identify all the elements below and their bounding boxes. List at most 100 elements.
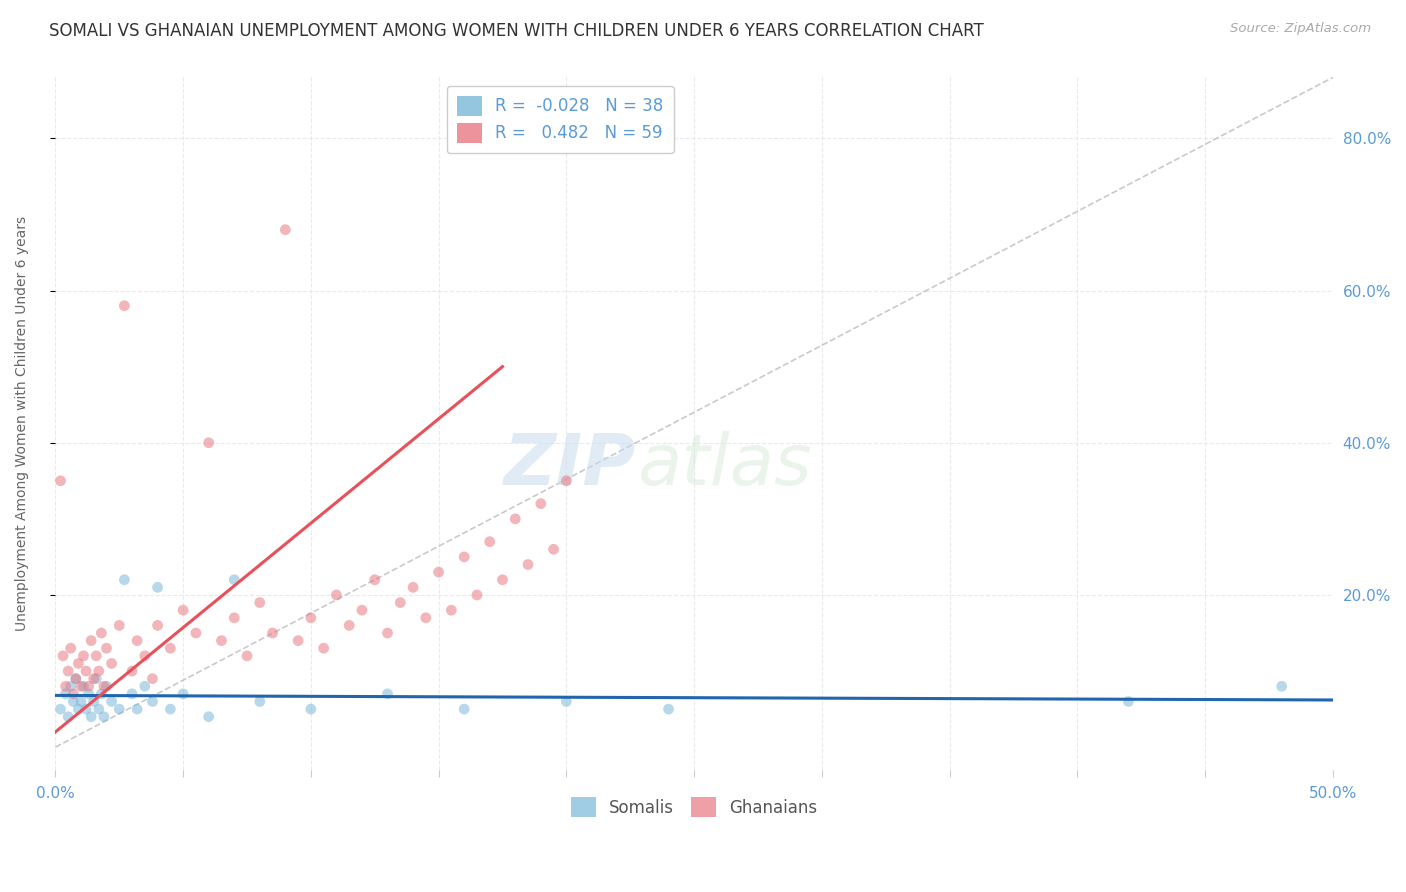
Point — [93, 710, 115, 724]
Point — [184, 626, 207, 640]
Point — [84, 672, 107, 686]
Point — [100, 694, 122, 708]
Point — [172, 603, 194, 617]
Point — [134, 648, 156, 663]
Point — [77, 687, 100, 701]
Point — [274, 222, 297, 236]
Point — [62, 694, 84, 708]
Point — [55, 679, 77, 693]
Point — [83, 672, 105, 686]
Point — [59, 641, 82, 656]
Point — [77, 679, 100, 693]
Point — [224, 611, 246, 625]
Point — [517, 558, 540, 572]
Text: SOMALI VS GHANAIAN UNEMPLOYMENT AMONG WOMEN WITH CHILDREN UNDER 6 YEARS CORRELAT: SOMALI VS GHANAIAN UNEMPLOYMENT AMONG WO… — [49, 22, 984, 40]
Point — [415, 611, 437, 625]
Point — [59, 679, 82, 693]
Point — [65, 672, 87, 686]
Point — [389, 596, 412, 610]
Point — [1271, 679, 1294, 693]
Point — [1118, 694, 1140, 708]
Point — [555, 474, 578, 488]
Point — [478, 534, 501, 549]
Point — [96, 679, 118, 693]
Point — [146, 618, 169, 632]
Point — [325, 588, 347, 602]
Point — [402, 580, 425, 594]
Point — [72, 648, 94, 663]
Point — [49, 702, 72, 716]
Text: 50.0%: 50.0% — [1309, 786, 1357, 801]
Point — [224, 573, 246, 587]
Text: Source: ZipAtlas.com: Source: ZipAtlas.com — [1230, 22, 1371, 36]
Point — [100, 657, 122, 671]
Point — [112, 573, 135, 587]
Text: atlas: atlas — [637, 431, 811, 500]
Point — [337, 618, 360, 632]
Point — [197, 435, 219, 450]
Text: 0.0%: 0.0% — [37, 786, 75, 801]
Point — [90, 687, 112, 701]
Point — [52, 648, 75, 663]
Point — [70, 694, 93, 708]
Point — [134, 679, 156, 693]
Point — [65, 672, 87, 686]
Point — [87, 664, 110, 678]
Point — [83, 694, 105, 708]
Point — [108, 618, 131, 632]
Point — [121, 664, 143, 678]
Point — [75, 664, 97, 678]
Point — [299, 702, 322, 716]
Point — [72, 679, 94, 693]
Point — [56, 664, 79, 678]
Point — [491, 573, 513, 587]
Point — [377, 626, 399, 640]
Point — [90, 626, 112, 640]
Point — [146, 580, 169, 594]
Point — [49, 474, 72, 488]
Point — [427, 565, 450, 579]
Point — [96, 641, 118, 656]
Point — [141, 672, 163, 686]
Legend: Somalis, Ghanaians: Somalis, Ghanaians — [564, 790, 824, 824]
Point — [350, 603, 373, 617]
Point — [465, 588, 488, 602]
Text: ZIP: ZIP — [505, 431, 637, 500]
Point — [249, 596, 271, 610]
Point — [364, 573, 387, 587]
Point — [56, 710, 79, 724]
Point — [377, 687, 399, 701]
Point — [67, 657, 90, 671]
Point — [141, 694, 163, 708]
Point — [55, 687, 77, 701]
Point — [87, 702, 110, 716]
Point — [84, 648, 107, 663]
Point — [262, 626, 284, 640]
Point — [530, 497, 553, 511]
Point — [127, 633, 149, 648]
Point — [172, 687, 194, 701]
Point — [236, 648, 259, 663]
Point — [108, 702, 131, 716]
Y-axis label: Unemployment Among Women with Children Under 6 years: Unemployment Among Women with Children U… — [15, 216, 30, 632]
Point — [287, 633, 309, 648]
Point — [440, 603, 463, 617]
Point — [312, 641, 335, 656]
Point — [453, 702, 475, 716]
Point — [70, 679, 93, 693]
Point — [62, 687, 84, 701]
Point — [299, 611, 322, 625]
Point — [67, 702, 90, 716]
Point — [197, 710, 219, 724]
Point — [112, 299, 135, 313]
Point — [93, 679, 115, 693]
Point — [159, 702, 181, 716]
Point — [211, 633, 233, 648]
Point — [503, 512, 526, 526]
Point — [127, 702, 149, 716]
Point — [80, 710, 103, 724]
Point — [555, 694, 578, 708]
Point — [453, 549, 475, 564]
Point — [657, 702, 679, 716]
Point — [121, 687, 143, 701]
